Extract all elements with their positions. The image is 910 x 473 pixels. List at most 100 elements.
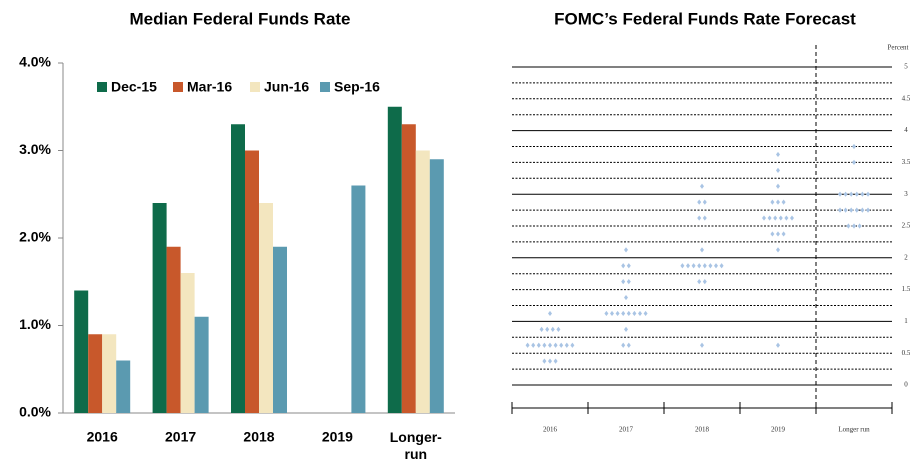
bar bbox=[429, 159, 444, 413]
bar bbox=[116, 360, 131, 413]
legend-label: Jun-16 bbox=[264, 79, 309, 95]
x-tick-label: 2017 bbox=[619, 426, 634, 434]
dot bbox=[570, 342, 575, 348]
bar bbox=[166, 246, 181, 413]
dot bbox=[866, 191, 870, 197]
dot bbox=[697, 263, 702, 269]
legend-label: Mar-16 bbox=[187, 79, 232, 95]
dot bbox=[719, 263, 724, 269]
dot bbox=[638, 310, 642, 317]
bar bbox=[180, 273, 195, 413]
x-tick-label: 2016 bbox=[543, 426, 558, 434]
dot bbox=[846, 223, 851, 229]
dot bbox=[773, 215, 778, 221]
dot bbox=[770, 199, 775, 205]
dot bbox=[702, 279, 707, 285]
dot bbox=[852, 143, 856, 150]
dot bbox=[776, 151, 780, 158]
legend-label: Sep-16 bbox=[334, 79, 380, 95]
y-tick-label: 0.0% bbox=[19, 404, 51, 420]
dot bbox=[781, 199, 786, 205]
dot bbox=[702, 215, 707, 221]
dot bbox=[525, 342, 530, 348]
dot bbox=[621, 342, 626, 348]
x-tick-label-line: Longer- bbox=[390, 429, 442, 445]
dot bbox=[548, 310, 552, 317]
dot bbox=[643, 310, 648, 317]
legend-swatch bbox=[173, 82, 183, 92]
dot bbox=[776, 199, 780, 205]
x-tick-label: Longer run bbox=[838, 426, 870, 434]
legend-swatch bbox=[320, 82, 330, 92]
dot bbox=[708, 263, 713, 269]
x-tick-label: 2019 bbox=[322, 429, 353, 445]
dot bbox=[849, 191, 854, 197]
dot bbox=[776, 231, 780, 237]
bar bbox=[245, 150, 259, 413]
dot bbox=[548, 342, 552, 348]
dot bbox=[621, 310, 626, 317]
dot bbox=[626, 263, 631, 269]
y-tick-label: 2.5 bbox=[902, 222, 910, 230]
dot bbox=[860, 207, 865, 213]
dot bbox=[700, 183, 704, 189]
dot bbox=[762, 215, 766, 221]
y-tick-label: 3.5 bbox=[902, 158, 910, 166]
dot bbox=[854, 207, 859, 213]
dot bbox=[624, 326, 628, 332]
x-tick-label: 2018 bbox=[695, 426, 710, 434]
dot bbox=[542, 358, 547, 364]
dot bbox=[697, 215, 702, 221]
y-tick-label: 1 bbox=[904, 317, 908, 325]
dot bbox=[852, 223, 856, 229]
dot bbox=[852, 159, 856, 165]
dot bbox=[548, 358, 552, 364]
dot bbox=[866, 207, 870, 213]
dot bbox=[550, 326, 555, 332]
dot bbox=[838, 191, 842, 197]
dot bbox=[626, 342, 631, 348]
x-tick-label-line: run bbox=[405, 446, 428, 462]
dot bbox=[559, 342, 564, 348]
dot bbox=[702, 199, 707, 205]
dot bbox=[536, 342, 541, 348]
bar bbox=[401, 124, 416, 413]
x-tick-label: 2018 bbox=[243, 429, 274, 445]
y-tick-label: 3.0% bbox=[19, 141, 51, 157]
x-tick-label: Longer-run bbox=[390, 429, 442, 462]
x-tick-label: 2017 bbox=[165, 429, 196, 445]
bar bbox=[102, 334, 117, 413]
y-tick-label: 3 bbox=[904, 190, 908, 198]
y-tick-label: 1.5 bbox=[902, 285, 910, 293]
dot bbox=[776, 342, 780, 348]
bar bbox=[88, 334, 103, 413]
dot bbox=[553, 342, 558, 348]
dot bbox=[626, 279, 631, 285]
dot bbox=[714, 263, 718, 269]
chart-title: Median Federal Funds Rate bbox=[129, 9, 350, 28]
dot bbox=[626, 310, 631, 317]
dot bbox=[843, 191, 848, 197]
dot bbox=[545, 326, 550, 332]
dot bbox=[778, 215, 783, 221]
dot bbox=[680, 263, 685, 269]
dot bbox=[531, 342, 536, 348]
y-tick-label: 5 bbox=[904, 63, 908, 71]
y-tick-label: 0.5 bbox=[902, 349, 910, 357]
dot bbox=[624, 247, 628, 253]
x-tick-label: 2016 bbox=[87, 429, 118, 445]
dot bbox=[542, 342, 547, 348]
dot bbox=[854, 191, 859, 197]
dot bbox=[849, 207, 854, 213]
bar bbox=[194, 316, 209, 413]
dot bbox=[838, 207, 842, 213]
dot bbox=[776, 167, 780, 173]
dot bbox=[776, 247, 780, 253]
dot bbox=[857, 223, 862, 229]
dot bbox=[700, 247, 704, 253]
bar bbox=[387, 106, 402, 413]
dot bbox=[770, 231, 775, 237]
dot bbox=[539, 326, 544, 332]
legend-swatch bbox=[250, 82, 260, 92]
bar bbox=[273, 246, 287, 413]
